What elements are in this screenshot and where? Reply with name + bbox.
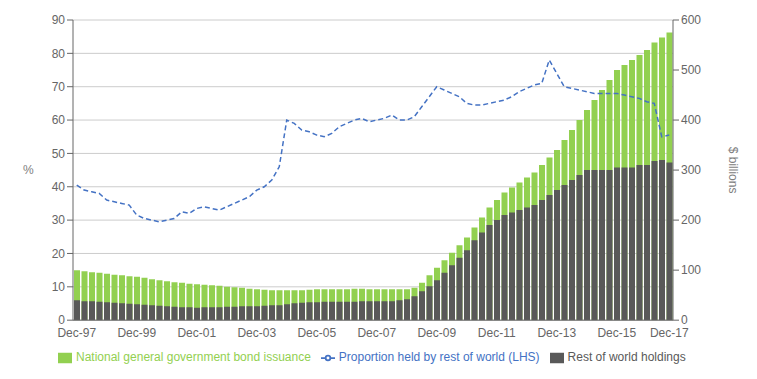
svg-text:50: 50 <box>52 147 66 161</box>
svg-text:500: 500 <box>681 63 701 77</box>
svg-text:Dec-05: Dec-05 <box>297 326 336 340</box>
svg-text:600: 600 <box>681 13 701 27</box>
svg-text:400: 400 <box>681 113 701 127</box>
svg-text:Dec-17: Dec-17 <box>650 326 689 340</box>
svg-text:70: 70 <box>52 80 66 94</box>
svg-text:40: 40 <box>52 180 66 194</box>
html-text:Proportion held by rest of wor: Proportion held by rest of world (LHS) <box>338 350 540 365</box>
svg-text:Dec-11: Dec-11 <box>478 326 516 340</box>
html-text:National general government bo: National general government bond issuanc… <box>76 350 311 365</box>
svg-text:80: 80 <box>52 47 66 61</box>
svg-text:0: 0 <box>58 313 65 327</box>
svg-text:0: 0 <box>681 313 688 327</box>
svg-text:Dec-09: Dec-09 <box>417 326 456 340</box>
svg-text:Dec-97: Dec-97 <box>57 326 96 340</box>
svg-text:Dec-15: Dec-15 <box>597 326 636 340</box>
svg-text:10: 10 <box>52 280 66 294</box>
svg-text:20: 20 <box>52 247 66 261</box>
svg-text:Dec-01: Dec-01 <box>177 326 216 340</box>
svg-text:300: 300 <box>681 163 701 177</box>
svg-text:Dec-03: Dec-03 <box>237 326 276 340</box>
svg-text:Dec-13: Dec-13 <box>537 326 576 340</box>
svg-text:60: 60 <box>52 113 66 127</box>
svg-text:%: % <box>23 163 34 177</box>
svg-text:100: 100 <box>681 263 701 277</box>
svg-text:30: 30 <box>52 213 66 227</box>
html-text:Rest of world holdings: Rest of world holdings <box>567 350 686 365</box>
svg-text:$ billions: $ billions <box>726 147 740 194</box>
svg-text:200: 200 <box>681 213 701 227</box>
svg-text:Dec-99: Dec-99 <box>117 326 156 340</box>
svg-text:Dec-07: Dec-07 <box>357 326 396 340</box>
svg-text:90: 90 <box>52 13 66 27</box>
